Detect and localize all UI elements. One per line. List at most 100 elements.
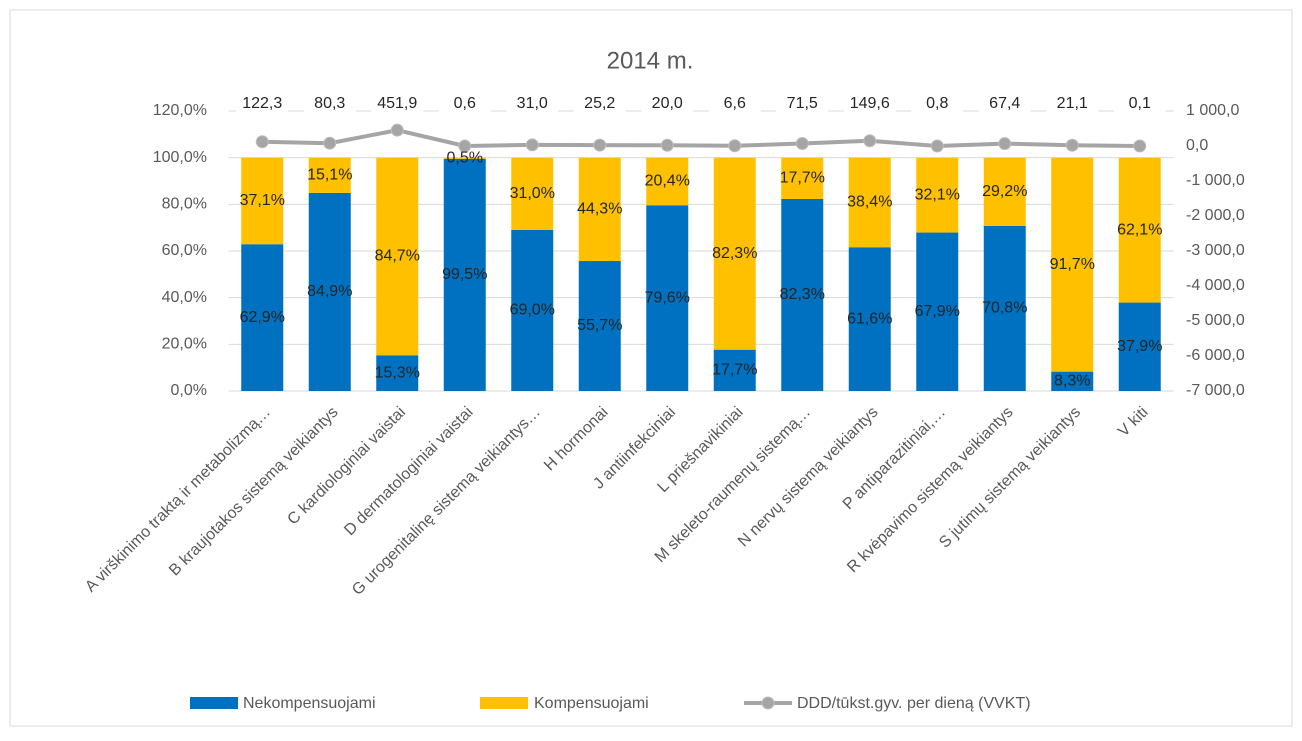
data-label: 38,4%: [847, 194, 892, 211]
bar: [1051, 157, 1094, 372]
legend-swatch: [190, 697, 238, 709]
data-label: 32,1%: [915, 186, 960, 203]
y-tick-label: 120,0%: [153, 102, 207, 119]
bar: [781, 198, 824, 391]
line-marker: [525, 138, 539, 152]
bar: [1118, 157, 1161, 303]
data-label-bg: [776, 94, 829, 114]
chart-title: 2014 m.: [607, 47, 694, 74]
data-label: 17,7%: [712, 362, 757, 379]
bar: [1118, 302, 1161, 391]
bar: [646, 157, 689, 206]
data-label: 122,3: [242, 95, 282, 112]
line-marker: [593, 138, 607, 152]
y2-tick-label: -5 000,0: [1186, 312, 1245, 329]
data-label: 67,9%: [915, 303, 960, 320]
legend-swatch: [480, 697, 528, 709]
bar: [376, 157, 419, 356]
data-label: 55,7%: [577, 317, 622, 334]
data-label-bg: [236, 94, 289, 114]
data-label-bg: [1046, 94, 1099, 114]
y-tick-label: 80,0%: [162, 196, 207, 213]
bar: [916, 232, 959, 391]
data-label: 84,9%: [307, 283, 352, 300]
data-label: 84,7%: [375, 248, 420, 265]
bar: [848, 157, 891, 248]
data-label: 31,0%: [510, 185, 555, 202]
bar: [578, 261, 621, 391]
bar: [241, 244, 284, 391]
data-label: 99,5%: [442, 266, 487, 283]
data-label-bg: [1113, 94, 1166, 114]
data-label: 82,3%: [712, 245, 757, 262]
line-marker: [863, 134, 877, 148]
line-marker: [660, 138, 674, 152]
data-label: 0,1: [1129, 95, 1151, 112]
data-label: 67,4: [989, 95, 1020, 112]
data-label: 71,5: [787, 95, 818, 112]
y2-tick-label: 1 000,0: [1186, 102, 1239, 119]
data-label-bg: [911, 94, 964, 114]
data-label-bg: [641, 94, 694, 114]
line-marker: [390, 123, 404, 137]
data-label-bg: [573, 94, 626, 114]
data-label: 0,8: [926, 95, 948, 112]
data-label: 25,2: [584, 95, 615, 112]
data-label-bg: [708, 94, 761, 114]
legend-label: Kompensuojami: [534, 695, 649, 712]
line-marker: [930, 139, 944, 153]
line-marker: [1065, 138, 1079, 152]
data-label: 21,1: [1057, 95, 1088, 112]
bar: [511, 230, 554, 391]
bar: [916, 157, 959, 233]
bar: [983, 225, 1026, 391]
data-label: 451,9: [377, 95, 417, 112]
bar: [511, 157, 554, 230]
data-label: 31,0: [517, 95, 548, 112]
bar: [848, 247, 891, 391]
data-label: 62,9%: [240, 309, 285, 326]
bar: [713, 157, 756, 350]
line-marker: [728, 139, 742, 153]
data-label: 44,3%: [577, 201, 622, 218]
bar: [713, 349, 756, 391]
data-label: 29,2%: [982, 183, 1027, 200]
bar: [308, 192, 351, 391]
data-label: 69,0%: [510, 302, 555, 319]
data-label: 80,3: [314, 95, 345, 112]
y2-tick-label: -3 000,0: [1186, 242, 1245, 259]
data-label: 149,6: [850, 95, 890, 112]
bar: [443, 157, 486, 159]
y2-tick-label: 0,0: [1186, 137, 1208, 154]
data-label: 91,7%: [1050, 256, 1095, 273]
data-label-bg: [438, 94, 491, 114]
data-label: 20,0: [652, 95, 683, 112]
data-label: 82,3%: [780, 286, 825, 303]
bars: [241, 157, 1161, 391]
bar: [308, 157, 351, 193]
y2-tick-label: -2 000,0: [1186, 207, 1245, 224]
data-label-bg: [843, 94, 896, 114]
data-label: 0,6: [454, 95, 476, 112]
data-label: 0,5%: [447, 149, 483, 166]
data-label-bg: [371, 94, 424, 114]
y-tick-label: 60,0%: [162, 242, 207, 259]
line-marker: [255, 135, 269, 149]
y2-tick-label: -4 000,0: [1186, 277, 1245, 294]
legend-label: DDD/tūkst.gyv. per dieną (VVKT): [797, 695, 1031, 712]
data-label: 15,3%: [375, 364, 420, 381]
bar: [443, 158, 486, 391]
bar: [578, 157, 621, 262]
line-marker: [998, 137, 1012, 151]
line-marker: [795, 136, 809, 150]
data-label: 62,1%: [1117, 221, 1162, 238]
data-label-bg: [978, 94, 1031, 114]
data-label: 8,3%: [1054, 373, 1090, 390]
data-label: 6,6: [724, 95, 746, 112]
data-label: 79,6%: [645, 289, 690, 306]
line-layer: [255, 123, 1147, 153]
labels: 62,9% 84,9% 15,3% 99,5% 69,0% 55,7% 79,6% 17,7%…: [236, 94, 1166, 390]
data-label: 37,9%: [1117, 338, 1162, 355]
line: [262, 128, 1140, 148]
